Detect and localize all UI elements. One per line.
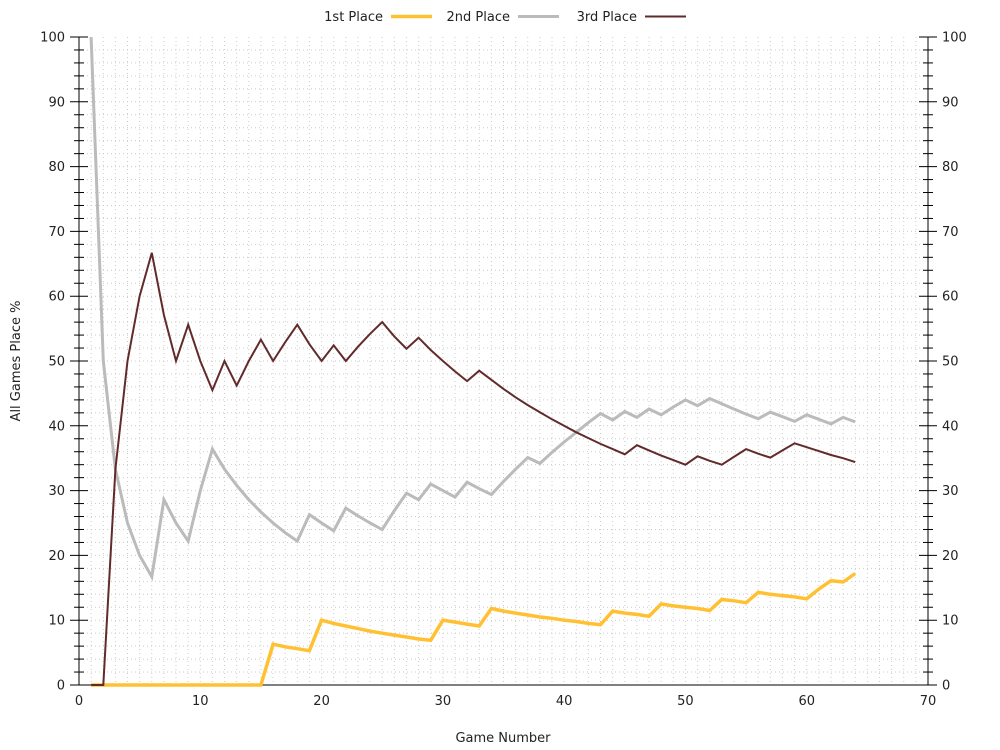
y-tick-label-left: 20 <box>48 549 65 564</box>
y-axis-title: All Games Place % <box>9 301 24 422</box>
x-tick-label: 20 <box>313 694 330 709</box>
y-tick-label-left: 70 <box>48 225 65 240</box>
y-tick-label-right: 90 <box>942 95 959 110</box>
y-tick-label-right: 80 <box>942 160 959 175</box>
y-tick-label-left: 0 <box>57 679 65 694</box>
y-tick-label-left: 50 <box>48 355 65 370</box>
legend: 1st Place 2nd Place 3rd Place <box>324 10 686 25</box>
x-tick-label: 60 <box>798 694 815 709</box>
legend-label-3: 3rd Place <box>577 10 637 25</box>
y-tick-label-right: 70 <box>942 225 959 240</box>
y-tick-label-left: 30 <box>48 484 65 499</box>
x-tick-label: 50 <box>677 694 694 709</box>
x-axis-title: Game Number <box>455 731 551 746</box>
y-tick-label-left: 90 <box>48 95 65 110</box>
x-tick-label: 30 <box>435 694 452 709</box>
legend-label-1: 1st Place <box>324 10 383 25</box>
y-tick-label-left: 40 <box>48 419 65 434</box>
y-tick-label-right: 20 <box>942 549 959 564</box>
x-tick-label: 40 <box>556 694 573 709</box>
y-tick-label-right: 50 <box>942 355 959 370</box>
y-tick-label-left: 10 <box>48 614 65 629</box>
series-line-3 <box>91 252 856 686</box>
grid <box>79 37 928 685</box>
y-tick-label-left: 80 <box>48 160 65 175</box>
x-tick-label: 10 <box>192 694 209 709</box>
series-lines <box>89 36 857 687</box>
y-tick-label-left: 60 <box>48 290 65 305</box>
y-tick-label-right: 30 <box>942 484 959 499</box>
y-tick-label-left: 100 <box>40 31 65 46</box>
legend-label-2: 2nd Place <box>447 10 510 25</box>
series-line-1 <box>91 572 857 687</box>
y-tick-label-right: 40 <box>942 419 959 434</box>
x-tick-label: 0 <box>75 694 83 709</box>
y-tick-label-right: 10 <box>942 614 959 629</box>
y-tick-label-right: 100 <box>942 31 967 46</box>
series-line-2 <box>89 36 856 582</box>
y-tick-label-right: 60 <box>942 290 959 305</box>
x-tick-label: 70 <box>920 694 937 709</box>
y-tick-label-right: 0 <box>942 679 950 694</box>
